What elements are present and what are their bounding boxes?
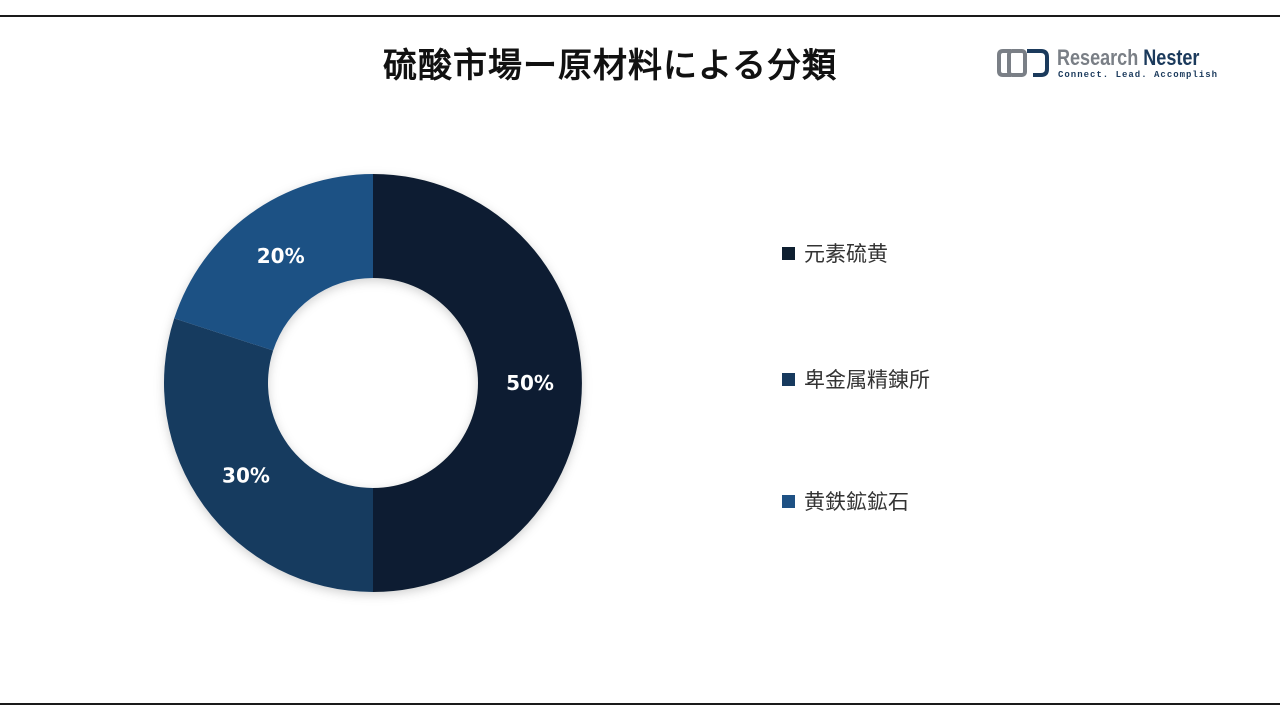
logo-mark-icon (997, 49, 1049, 77)
slice-label-3: 20% (257, 244, 305, 268)
legend-label-2: 卑金属精錬所 (804, 368, 930, 392)
chart-title: 硫酸市場ー原材料による分類 (383, 46, 837, 86)
slice-label-1: 50% (506, 371, 554, 395)
slice-label-2: 30% (222, 463, 270, 487)
logo-name-part1: Research (1057, 45, 1139, 70)
logo-name-part2: Nester (1143, 45, 1200, 70)
legend-label-1: 元素硫黄 (804, 242, 888, 266)
donut-slice-1 (373, 174, 582, 592)
legend-label-3: 黄鉄鉱鉱石 (804, 490, 909, 514)
research-nester-logo: Research Nester Connect. Lead. Accomplis… (997, 45, 1227, 85)
top-rule (0, 15, 1280, 17)
logo-name: Research Nester (1057, 45, 1199, 71)
donut-slices (164, 174, 582, 592)
legend-swatch-2 (782, 373, 795, 386)
donut-slice-3 (174, 174, 373, 351)
legend-swatch-1 (782, 247, 795, 260)
donut-slice-2 (164, 318, 373, 592)
legend-swatch-3 (782, 495, 795, 508)
slice-labels: 50% 30% 20% (222, 244, 554, 487)
bottom-rule (0, 703, 1280, 705)
logo-tagline: Connect. Lead. Accomplish (1058, 70, 1219, 80)
